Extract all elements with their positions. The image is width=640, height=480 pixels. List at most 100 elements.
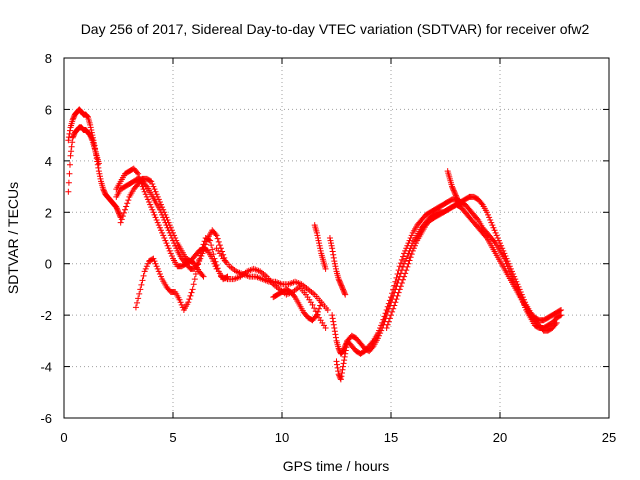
data-point — [397, 283, 404, 290]
data-point — [100, 187, 107, 194]
data-point — [335, 276, 342, 283]
data-point — [163, 240, 170, 247]
data-point — [332, 265, 339, 272]
data-point — [166, 247, 173, 254]
data-point — [334, 364, 341, 371]
data-point — [328, 242, 335, 249]
data-point — [154, 219, 161, 226]
data-point — [147, 201, 154, 208]
data-point — [558, 312, 565, 319]
data-point — [331, 258, 338, 265]
data-point — [330, 251, 337, 258]
data-point — [449, 183, 456, 190]
data-point — [342, 350, 349, 357]
data-point — [158, 201, 165, 208]
data-point — [490, 224, 497, 231]
data-point — [396, 263, 403, 270]
data-point — [149, 181, 156, 187]
data-point — [138, 281, 145, 288]
data-point — [150, 183, 157, 190]
data-point — [330, 254, 337, 261]
data-point — [324, 307, 331, 313]
data-point — [499, 245, 506, 252]
data-point — [338, 283, 345, 290]
data-point — [390, 305, 397, 312]
data-point — [408, 232, 415, 239]
data-point — [491, 227, 498, 234]
data-point — [144, 196, 151, 203]
data-point — [155, 196, 162, 203]
data-point — [452, 192, 459, 199]
data-point — [492, 229, 499, 236]
data-point — [69, 134, 76, 141]
data-point — [457, 200, 464, 207]
data-point — [474, 215, 481, 222]
x-tick-label: 25 — [602, 430, 616, 445]
data-point — [409, 247, 416, 254]
data-point — [70, 114, 77, 121]
data-point — [335, 368, 342, 375]
data-point — [155, 268, 162, 275]
data-point — [399, 276, 406, 283]
data-point — [173, 245, 180, 252]
data-point — [337, 376, 344, 383]
data-point — [178, 301, 185, 308]
data-point — [507, 265, 514, 272]
data-point — [486, 214, 493, 221]
data-point — [139, 277, 146, 284]
data-point — [501, 250, 508, 257]
data-point — [101, 188, 108, 195]
y-tick-label: 2 — [45, 205, 52, 220]
data-point — [177, 299, 184, 306]
data-point — [334, 361, 341, 368]
data-point — [209, 246, 216, 253]
data-point — [152, 188, 159, 195]
data-point — [151, 258, 158, 265]
data-point — [165, 245, 172, 252]
x-tick-label: 10 — [275, 430, 289, 445]
data-point — [506, 263, 513, 270]
data-point — [452, 191, 459, 198]
data-point — [332, 334, 339, 341]
data-point — [558, 307, 565, 313]
data-point — [494, 235, 501, 241]
data-point — [339, 285, 346, 292]
data-point — [290, 292, 297, 299]
data-point — [385, 318, 392, 325]
data-point — [158, 227, 165, 234]
data-point — [502, 253, 509, 259]
data-point — [497, 240, 503, 247]
series-arc-2 — [65, 124, 102, 195]
data-point — [155, 222, 162, 229]
data-point — [316, 240, 323, 247]
data-point — [326, 235, 333, 241]
data-point — [318, 299, 325, 306]
data-point — [162, 211, 169, 218]
data-point — [411, 242, 418, 249]
data-point — [198, 247, 205, 254]
data-point — [96, 173, 103, 180]
axis-ticks: 0 5 10 15 20 25 -6 -4 -2 0 2 4 6 8 — [40, 51, 616, 445]
data-point — [163, 214, 170, 221]
data-point — [148, 204, 155, 211]
data-point — [95, 160, 102, 167]
data-point — [167, 250, 174, 257]
data-point — [208, 242, 215, 249]
data-point — [451, 190, 458, 196]
series-arc-11 — [326, 235, 349, 298]
data-point — [511, 273, 518, 280]
series-arc-14 — [383, 201, 560, 334]
data-point — [406, 257, 413, 264]
y-tick-label: -4 — [40, 360, 52, 375]
data-point — [114, 208, 121, 214]
data-point — [505, 260, 512, 267]
data-point — [478, 200, 485, 207]
data-point — [192, 271, 199, 277]
data-point — [398, 256, 405, 263]
series-arc-10 — [311, 222, 329, 272]
data-point — [168, 253, 175, 259]
data-point — [330, 321, 337, 328]
data-point — [113, 204, 120, 211]
data-point — [119, 213, 126, 220]
series-arc-1 — [65, 106, 124, 221]
